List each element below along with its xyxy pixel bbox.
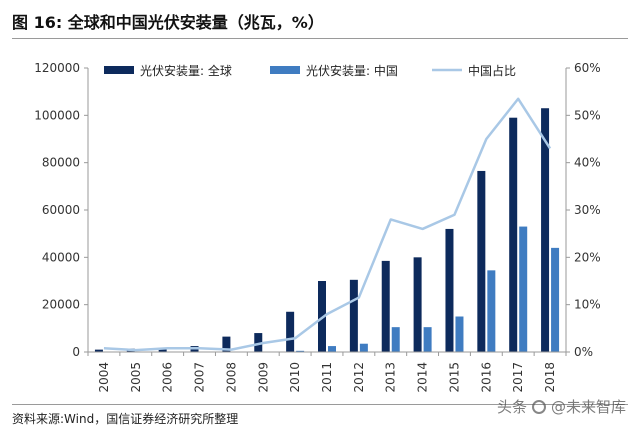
x-tick-label: 2005 (129, 362, 143, 393)
y-right-tick-label: 30% (574, 203, 601, 217)
x-tick-label: 2017 (511, 362, 525, 393)
y-right-tick-label: 0% (574, 345, 593, 359)
watermark: 头条 @未来智库 (497, 396, 626, 417)
legend-label: 光伏安装量: 全球 (140, 63, 232, 78)
bar-china (391, 327, 400, 352)
y-right-tick-label: 10% (574, 298, 601, 312)
bar-china (296, 350, 305, 352)
bar-global (445, 228, 454, 352)
x-tick-label: 2009 (256, 362, 270, 393)
bars (94, 108, 560, 352)
legend: 光伏安装量: 全球 光伏安装量: 中国 中国占比 (104, 63, 516, 78)
bar-china (455, 316, 464, 352)
bar-global (158, 348, 167, 352)
legend-label: 光伏安装量: 中国 (306, 63, 398, 78)
y-left-tick-label: 120000 (34, 61, 80, 75)
chart: 光伏安装量: 全球 光伏安装量: 中国 中国占比 0 20000 40000 60000 8… (34, 61, 600, 393)
share-line-group (103, 97, 552, 352)
bar-global (541, 108, 550, 352)
legend-swatch (270, 66, 300, 74)
y-left-tick-label: 100000 (34, 108, 80, 122)
y-left-tick-label: 80000 (42, 156, 80, 170)
bar-global (413, 257, 422, 352)
bar-china (423, 327, 432, 352)
y-left-tick-label: 20000 (42, 298, 80, 312)
watermark-logo-icon (531, 399, 546, 414)
x-tick-label: 2016 (479, 362, 493, 393)
legend-label: 中国占比 (468, 63, 516, 78)
x-tick-label: 2013 (384, 362, 398, 393)
x-tick-label: 2010 (288, 362, 302, 393)
bar-global (286, 311, 295, 352)
x-tick-label: 2008 (224, 362, 238, 393)
source-note: 资料来源:Wind，国信证券经济研究所整理 (12, 404, 628, 427)
watermark-left: 头条 (496, 398, 527, 416)
x-tick-label: 2014 (416, 362, 430, 393)
bar-china (359, 343, 368, 352)
y-left-tick-label: 60000 (42, 203, 80, 217)
watermark-right: @未来智库 (550, 398, 626, 416)
share-line (103, 97, 552, 352)
y-left-tick-label: 0 (72, 345, 80, 359)
y-left-tick-label: 40000 (42, 250, 80, 264)
x-tick-label: 2012 (352, 362, 366, 393)
x-tick-label: 2007 (193, 362, 207, 393)
bar-global (94, 349, 103, 352)
bar-china (487, 270, 496, 352)
bar-china (519, 226, 528, 352)
y-right-tick-label: 40% (574, 156, 601, 170)
x-tick-label: 2004 (97, 362, 111, 393)
legend-swatch (104, 66, 134, 74)
bar-global (381, 260, 390, 352)
bar-china (328, 346, 336, 352)
bar-global (477, 170, 486, 352)
x-tick-label: 2018 (543, 362, 557, 393)
x-tick-label: 2015 (447, 362, 461, 393)
x-tick-label: 2011 (320, 362, 334, 393)
y-right-tick-label: 50% (574, 108, 601, 122)
y-right-tick-label: 20% (574, 250, 601, 264)
y-right-tick-label: 60% (574, 61, 601, 75)
bar-global (222, 336, 231, 352)
bar-global (254, 333, 263, 352)
bar-global (509, 117, 518, 352)
x-tick-label: 2006 (161, 362, 175, 393)
bar-global (349, 279, 358, 352)
figure-title: 图 16: 全球和中国光伏安装量（兆瓦，%） (12, 8, 628, 39)
axes: 0 20000 40000 60000 80000 100000 120000 0% 10% 20… (34, 61, 600, 393)
bar-china (551, 247, 560, 352)
